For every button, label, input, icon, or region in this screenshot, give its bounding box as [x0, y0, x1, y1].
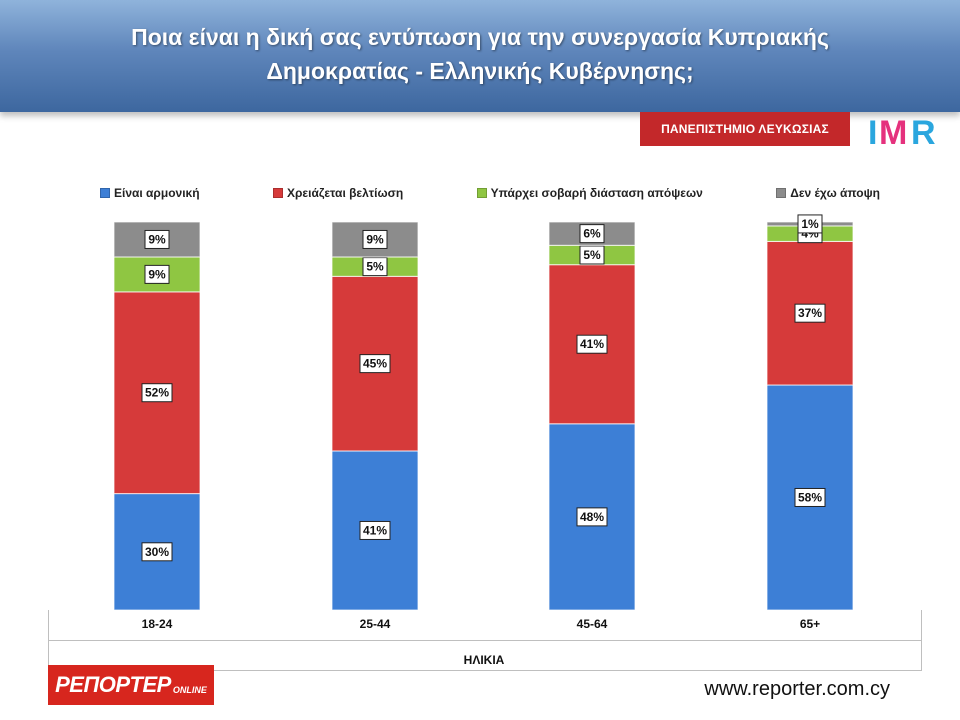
x-tick-label-1: 25-44	[359, 617, 391, 631]
title-line-2: Δημοκρατίας - Ελληνικής Κυβέρνησης;	[266, 58, 694, 84]
legend-swatch-1	[272, 188, 283, 198]
data-label-box-65+-series-1	[794, 303, 826, 323]
legend-swatch-2	[476, 188, 487, 198]
category-axis-table	[48, 610, 922, 671]
data-label-65+-series-3: 1%	[801, 217, 819, 231]
legend-label-2: Υπάρχει σοβαρή διάσταση απόψεων	[490, 186, 703, 200]
data-label-box-25-44-series-2	[362, 257, 388, 277]
x-axis-label: ΗΛΙΚΙΑ	[463, 653, 505, 667]
data-label-box-18-24-series-0	[141, 542, 173, 562]
university-badge: ΠΑΝΕΠΙΣΤΗΜΙΟ ΛΕΥΚΩΣΙΑΣ	[640, 112, 850, 146]
reporter-logo-sub: ONLINE	[172, 685, 207, 695]
title-line-1: Ποια είναι η δική σας εντύπωση για την σ…	[131, 24, 829, 50]
data-label-25-44-series-2: 5%	[366, 260, 384, 274]
data-label-box-45-64-series-2	[579, 245, 605, 265]
x-tick-label-0: 18-24	[141, 617, 173, 631]
data-label-45-64-series-0: 48%	[580, 510, 604, 524]
data-label-box-25-44-series-1	[359, 354, 391, 374]
data-label-18-24-series-2: 9%	[148, 267, 166, 281]
data-label-45-64-series-3: 6%	[583, 227, 601, 241]
data-label-25-44-series-3: 9%	[366, 232, 384, 246]
x-tick-label-3: 65+	[799, 617, 821, 631]
imr-logo-r: R	[911, 114, 936, 150]
data-label-box-25-44-series-3	[362, 229, 388, 249]
data-label-18-24-series-1: 52%	[145, 386, 169, 400]
legend-swatch-0	[100, 188, 110, 198]
data-label-box-45-64-series-0	[576, 507, 608, 527]
reporter-logo-main: ΡΕΠΟΡΤΕΡ	[55, 672, 171, 697]
title-banner: Ποια είναι η δική σας εντύπωση για την σ…	[0, 0, 960, 112]
legend-label-1: Χρειάζεται βελτίωση	[286, 186, 404, 200]
imr-logo-m: M	[879, 114, 907, 150]
data-label-25-44-series-1: 45%	[363, 357, 387, 371]
data-label-box-65+-series-3	[797, 214, 823, 234]
website-url: www.reporter.com.cy	[704, 678, 890, 700]
chart-legend: Είναι αρμονική Χρειάζεται βελτίωση Υπάρχει…	[100, 184, 880, 202]
data-label-box-18-24-series-1	[141, 383, 173, 403]
legend-item-0: Είναι αρμονική	[100, 186, 200, 200]
data-label-box-18-24-series-2	[144, 264, 170, 284]
axis-divider	[49, 640, 921, 641]
data-label-65+-series-1: 37%	[798, 306, 822, 320]
data-label-box-45-64-series-3	[579, 224, 605, 244]
legend-swatch-3	[776, 188, 787, 198]
data-label-box-18-24-series-3	[144, 229, 170, 249]
data-label-65+-series-0: 58%	[798, 490, 822, 504]
data-label-box-45-64-series-1	[576, 334, 608, 354]
legend-label-0: Είναι αρμονική	[114, 186, 200, 200]
legend-item-1: Χρειάζεται βελτίωση	[272, 186, 404, 200]
legend-item-3: Δεν έχω άποψη	[776, 186, 880, 200]
data-label-box-65+-series-0	[794, 487, 826, 507]
data-label-45-64-series-1: 41%	[580, 337, 604, 351]
legend-item-2: Υπάρχει σοβαρή διάσταση απόψεων	[476, 186, 703, 200]
chart-title: Ποια είναι η δική σας εντύπωση για την σ…	[40, 20, 920, 88]
data-label-box-25-44-series-0	[359, 520, 391, 540]
legend-label-3: Δεν έχω άποψη	[790, 186, 880, 200]
data-label-18-24-series-3: 9%	[148, 232, 166, 246]
imr-logo-i: I	[868, 114, 877, 150]
data-label-25-44-series-0: 41%	[363, 523, 387, 537]
data-label-18-24-series-0: 30%	[145, 545, 169, 559]
x-tick-label-2: 45-64	[576, 617, 608, 631]
imr-logo: I M R	[868, 114, 936, 150]
reporter-logo: ΡΕΠΟΡΤΕΡ ONLINE	[48, 665, 214, 705]
data-label-45-64-series-2: 5%	[583, 248, 601, 262]
